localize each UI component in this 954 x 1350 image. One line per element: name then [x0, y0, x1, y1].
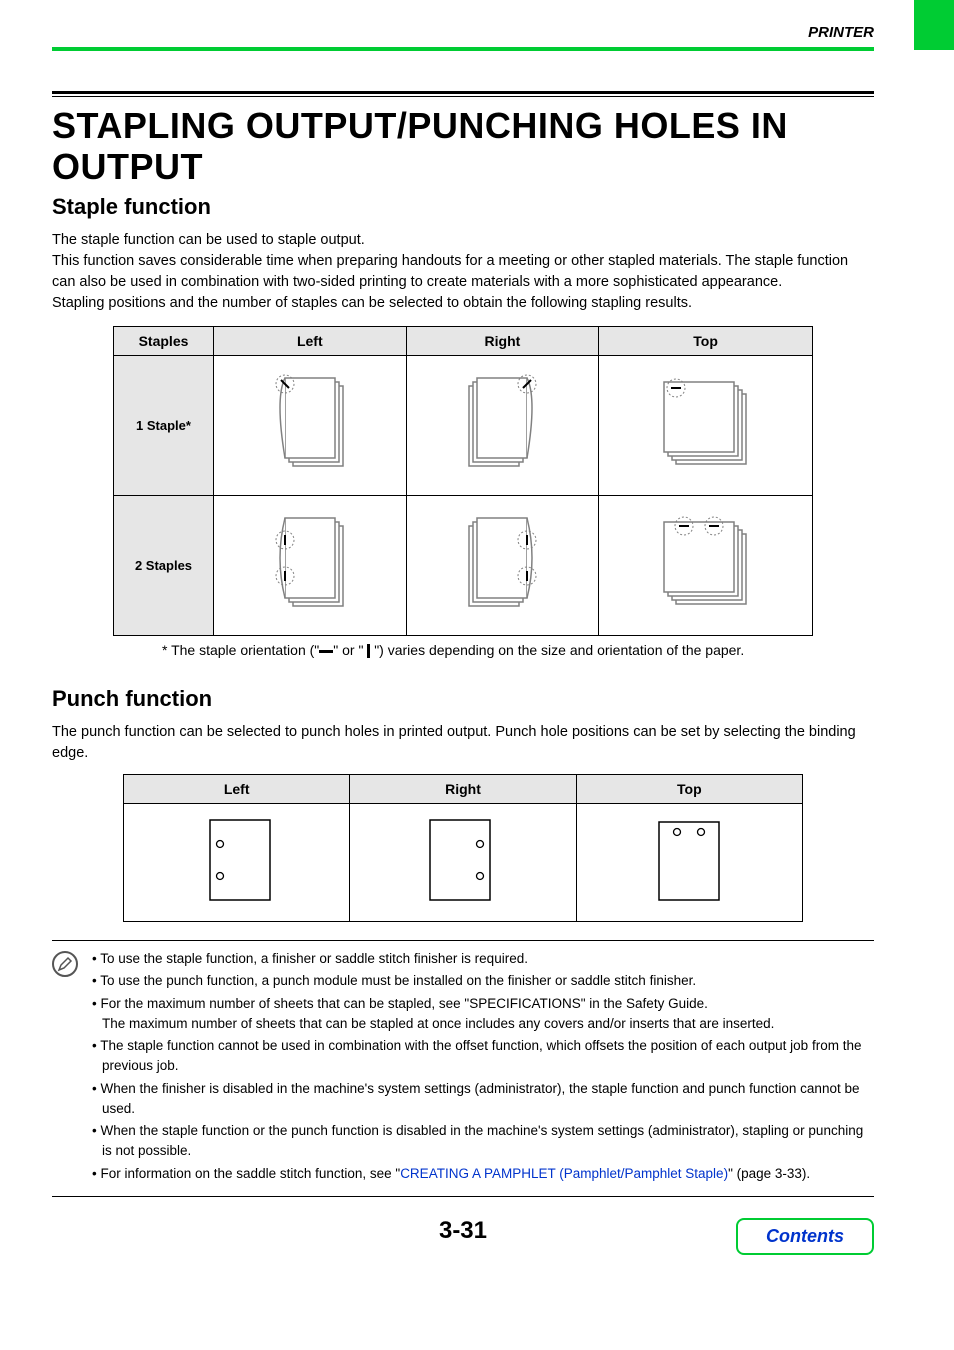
- section-header-label: PRINTER: [52, 24, 874, 41]
- note-1: To use the punch function, a punch modul…: [92, 971, 874, 991]
- punch-col-1: Right: [350, 775, 576, 804]
- corner-accent: [914, 0, 954, 50]
- punch-heading: Punch function: [52, 686, 874, 712]
- staple-heading: Staple function: [52, 194, 874, 220]
- staple-col-0: Staples: [114, 326, 214, 355]
- header-rule: [52, 47, 874, 51]
- notes-list: To use the staple function, a finisher o…: [92, 949, 874, 1186]
- punch-para: The punch function can be selected to pu…: [52, 722, 874, 764]
- note-6: For information on the saddle stitch fun…: [92, 1164, 874, 1184]
- staple-col-2: Right: [406, 326, 599, 355]
- punch-right: [350, 804, 576, 922]
- page-title: STAPLING OUTPUT/PUNCHING HOLES IN OUTPUT: [52, 105, 874, 188]
- staple-para-1: The staple function can be used to stapl…: [52, 230, 874, 251]
- punch-col-0: Left: [124, 775, 350, 804]
- staple-row-1-label: 2 Staples: [114, 495, 214, 635]
- note-3: The staple function cannot be used in co…: [92, 1036, 874, 1077]
- staple-para-2: This function saves considerable time wh…: [52, 251, 874, 293]
- staple-col-1: Left: [214, 326, 407, 355]
- pamphlet-link[interactable]: CREATING A PAMPHLET (Pamphlet/Pamphlet S…: [400, 1166, 728, 1181]
- staple-footnote: * The staple orientation ("" or " ") var…: [162, 642, 874, 658]
- punch-top: [576, 804, 802, 922]
- staple-row-0-label: 1 Staple*: [114, 355, 214, 495]
- punch-left: [124, 804, 350, 922]
- pencil-icon: [52, 951, 78, 977]
- note-0: To use the staple function, a finisher o…: [92, 949, 874, 969]
- punch-table: Left Right Top: [123, 774, 803, 922]
- staple-2-right: [406, 495, 599, 635]
- staple-2-top: [599, 495, 813, 635]
- staple-col-3: Top: [599, 326, 813, 355]
- note-5: When the staple function or the punch fu…: [92, 1121, 874, 1162]
- staple-1-top: [599, 355, 813, 495]
- staple-1-right: [406, 355, 599, 495]
- staple-para-3: Stapling positions and the number of sta…: [52, 293, 874, 314]
- note-2: For the maximum number of sheets that ca…: [92, 994, 874, 1035]
- punch-col-2: Top: [576, 775, 802, 804]
- title-rule: [52, 91, 874, 97]
- notes-box: To use the staple function, a finisher o…: [52, 940, 874, 1197]
- contents-button[interactable]: Contents: [736, 1218, 874, 1255]
- staple-2-left: [214, 495, 407, 635]
- staple-1-left: [214, 355, 407, 495]
- staple-table: Staples Left Right Top 1 Staple*: [113, 326, 813, 636]
- note-4: When the finisher is disabled in the mac…: [92, 1079, 874, 1120]
